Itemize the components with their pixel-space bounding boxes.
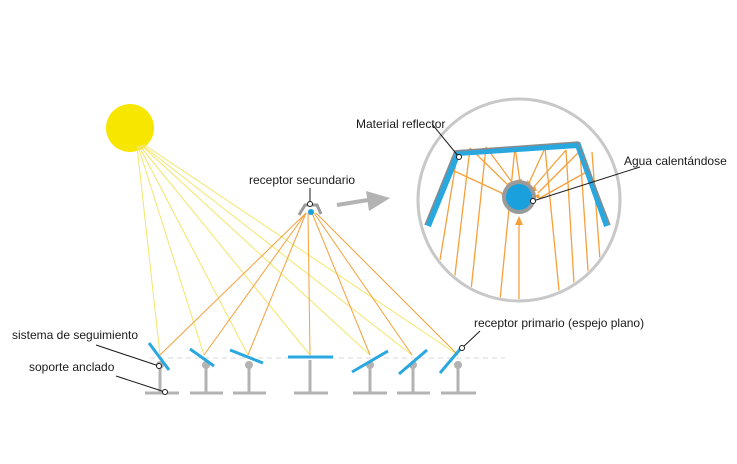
label-primary-receiver: receptor primario (espejo plano) <box>474 316 644 330</box>
mirror-icon <box>398 348 428 376</box>
mirror-array <box>145 342 476 395</box>
receiver-detail <box>416 97 622 303</box>
label-heating-water: Agua calentándose <box>624 154 727 168</box>
mirror-unit <box>288 355 333 395</box>
leader-lines <box>95 123 641 395</box>
label-anchored-support: soporte anclado <box>29 360 115 374</box>
mirror-unit <box>397 348 430 395</box>
sun-rays <box>136 143 459 356</box>
sun-icon <box>106 104 154 152</box>
sun-ray <box>138 145 249 356</box>
reflected-ray <box>203 212 307 356</box>
mirror-unit <box>229 348 266 395</box>
reflected-ray <box>307 212 311 356</box>
sun-ray <box>141 144 413 356</box>
sun-ray <box>139 145 311 356</box>
label-tracking-system: sistema de seguimiento <box>12 328 138 342</box>
mirror-unit <box>351 349 389 395</box>
reflected-ray <box>315 212 459 356</box>
mirror-unit <box>145 342 179 395</box>
mirror-unit <box>189 347 223 395</box>
mirror-icon <box>438 346 464 374</box>
reflector-cap <box>425 141 610 228</box>
mirror-icon <box>351 349 389 374</box>
reflected-ray <box>247 212 307 356</box>
label-secondary-receiver: receptor secundario <box>249 173 355 187</box>
sun-ray <box>136 145 161 356</box>
reflected-rays <box>159 212 459 356</box>
mirror-icon <box>189 347 215 368</box>
reflected-ray <box>313 212 413 356</box>
mirror-icon <box>147 342 171 371</box>
sun-ray <box>137 145 205 356</box>
reflected-ray <box>159 212 307 356</box>
mirror-unit <box>438 346 476 395</box>
sun-ray <box>140 144 371 356</box>
arrow-right-icon <box>336 191 390 211</box>
mirror-icon <box>229 348 264 365</box>
label-reflective-material: Material reflector <box>356 117 445 131</box>
sun-ray <box>142 143 459 356</box>
reflected-ray <box>311 212 371 356</box>
water-icon <box>506 184 532 210</box>
